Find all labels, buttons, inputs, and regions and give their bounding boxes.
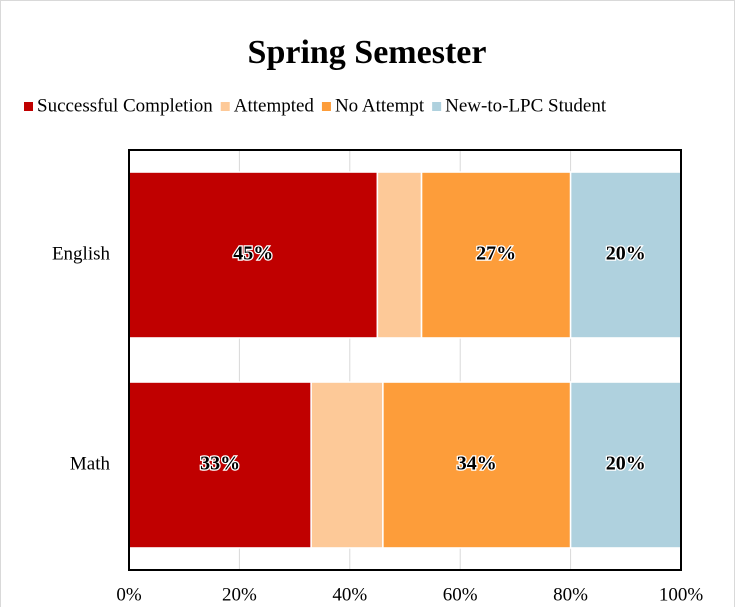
data-label: 33%: [200, 453, 240, 475]
legend-label: No Attempt: [335, 95, 425, 116]
bar-segment: [376, 171, 423, 339]
legend-swatch: [321, 102, 331, 111]
data-label: 34%: [457, 453, 497, 475]
bar-segment: [569, 381, 682, 549]
legend-swatch: [220, 102, 230, 111]
y-tick-label: Math: [70, 453, 111, 474]
legend-swatch: [24, 102, 33, 111]
plot-border: [128, 149, 682, 571]
chart-title: Spring Semester: [248, 34, 487, 71]
data-label: 20%: [606, 243, 646, 265]
data-label: 20%: [606, 453, 646, 475]
x-tick-label: 20%: [222, 584, 257, 605]
data-label: 27%: [476, 243, 516, 265]
legend-swatch: [432, 102, 442, 111]
data-label: 45%: [233, 243, 273, 265]
bar-segment: [128, 171, 379, 339]
x-tick-label: 60%: [443, 584, 478, 605]
bar-segment: [128, 381, 312, 549]
y-tick-label: English: [52, 243, 111, 264]
x-tick-label: 100%: [659, 584, 704, 605]
legend-label: Attempted: [234, 95, 315, 116]
legend-label: New-to-LPC Student: [445, 95, 607, 116]
bar-segment: [382, 381, 572, 549]
bar-segment: [420, 171, 572, 339]
bar-segment: [569, 171, 682, 339]
x-tick-label: 0%: [116, 584, 142, 605]
x-tick-label: 40%: [332, 584, 367, 605]
legend-label: Successful Completion: [37, 95, 213, 116]
bar-segment: [310, 381, 384, 549]
x-tick-label: 80%: [553, 584, 588, 605]
